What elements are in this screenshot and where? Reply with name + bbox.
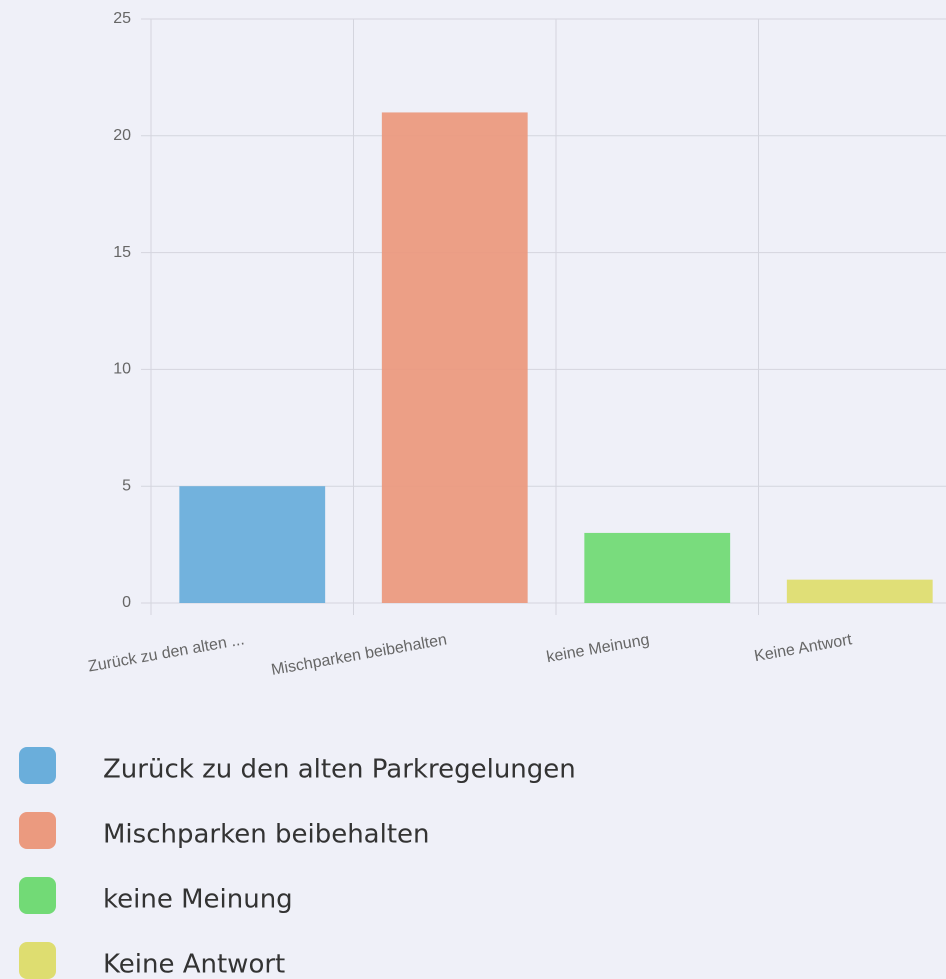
legend-label: keine Meinung <box>103 885 293 915</box>
x-tick-label: Mischparken beibehalten <box>270 631 448 679</box>
y-tick-label: 10 <box>113 361 131 378</box>
x-tick-label: Keine Antwort <box>753 631 854 665</box>
legend-swatch <box>19 877 56 914</box>
y-tick-label: 5 <box>122 477 131 494</box>
x-tick-label: Zurück zu den alten ... <box>87 631 246 675</box>
legend-label: Mischparken beibehalten <box>103 820 430 850</box>
bar <box>786 579 933 603</box>
bar <box>381 112 528 603</box>
legend-swatch <box>19 942 56 979</box>
bar <box>179 486 326 603</box>
legend-label: Zurück zu den alten Parkregelungen <box>103 755 576 785</box>
legend-swatch <box>19 812 56 849</box>
y-tick-label: 0 <box>122 594 131 611</box>
legend-label: Keine Antwort <box>103 950 285 979</box>
bar <box>584 532 731 603</box>
legend-swatch <box>19 747 56 784</box>
y-tick-label: 20 <box>113 127 131 144</box>
x-tick-label: keine Meinung <box>545 631 650 666</box>
y-tick-label: 25 <box>113 10 131 27</box>
y-tick-label: 15 <box>113 244 131 261</box>
